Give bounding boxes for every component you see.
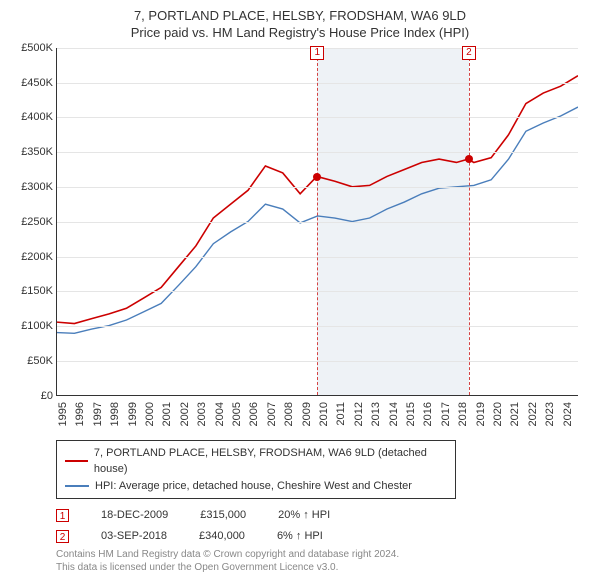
x-tick-label: 1997 [92,402,104,432]
x-tick-label: 2014 [388,402,400,432]
x-tick-label: 2012 [353,402,365,432]
x-tick-label: 2021 [509,402,521,432]
sale-vline [317,48,318,395]
legend-item-property: 7, PORTLAND PLACE, HELSBY, FRODSHAM, WA6… [65,445,447,478]
x-tick-label: 2017 [440,402,452,432]
event-date: 03-SEP-2018 [101,526,167,547]
x-tick-label: 2023 [544,402,556,432]
chart-container: 7, PORTLAND PLACE, HELSBY, FRODSHAM, WA6… [0,0,600,578]
y-tick-label: £400K [11,111,53,123]
event-date: 18-DEC-2009 [101,505,168,526]
event-delta: 6% ↑ HPI [277,526,323,547]
x-tick-label: 2013 [370,402,382,432]
legend-item-hpi: HPI: Average price, detached house, Ches… [65,478,447,495]
footer-line: This data is licensed under the Open Gov… [56,562,588,575]
sale-marker: 2 [462,46,476,60]
x-tick-label: 1998 [109,402,121,432]
event-row: 1 18-DEC-2009 £315,000 20% ↑ HPI [56,505,588,526]
legend-label: HPI: Average price, detached house, Ches… [95,478,412,495]
x-tick-label: 2004 [214,402,226,432]
event-price: £315,000 [200,505,246,526]
sale-vline [469,48,470,395]
y-tick-label: £200K [11,251,53,263]
event-marker: 1 [56,509,69,522]
x-tick-label: 2002 [179,402,191,432]
y-tick-label: £50K [11,355,53,367]
x-tick-label: 2015 [405,402,417,432]
title-block: 7, PORTLAND PLACE, HELSBY, FRODSHAM, WA6… [12,8,588,42]
plot-area: £0£50K£100K£150K£200K£250K£300K£350K£400… [56,48,578,396]
legend-label: 7, PORTLAND PLACE, HELSBY, FRODSHAM, WA6… [94,445,447,478]
attribution: Contains HM Land Registry data © Crown c… [56,549,588,574]
sale-events: 1 18-DEC-2009 £315,000 20% ↑ HPI 2 03-SE… [56,505,588,547]
event-row: 2 03-SEP-2018 £340,000 6% ↑ HPI [56,526,588,547]
event-price: £340,000 [199,526,245,547]
y-tick-label: £450K [11,77,53,89]
y-tick-label: £150K [11,285,53,297]
y-tick-label: £250K [11,216,53,228]
sale-marker: 1 [310,46,324,60]
x-tick-label: 2016 [422,402,434,432]
x-tick-label: 2000 [144,402,156,432]
title-subtitle: Price paid vs. HM Land Registry's House … [12,25,588,42]
y-tick-label: £100K [11,320,53,332]
x-tick-label: 2018 [457,402,469,432]
x-tick-label: 2020 [492,402,504,432]
x-tick-label: 2022 [527,402,539,432]
x-tick-label: 2024 [562,402,574,432]
x-tick-label: 2019 [475,402,487,432]
event-marker: 2 [56,530,69,543]
y-tick-label: £300K [11,181,53,193]
event-delta: 20% ↑ HPI [278,505,330,526]
x-tick-label: 2003 [196,402,208,432]
x-tick-label: 2009 [301,402,313,432]
x-tick-label: 1995 [57,402,69,432]
x-tick-label: 2006 [248,402,260,432]
legend-swatch [65,485,89,487]
title-address: 7, PORTLAND PLACE, HELSBY, FRODSHAM, WA6… [12,8,588,25]
sale-point [313,173,321,181]
y-tick-label: £500K [11,42,53,54]
x-tick-label: 2005 [231,402,243,432]
x-tick-label: 2008 [283,402,295,432]
y-tick-label: £0 [11,390,53,402]
x-tick-label: 1996 [74,402,86,432]
sale-point [465,155,473,163]
legend-swatch [65,460,88,462]
legend: 7, PORTLAND PLACE, HELSBY, FRODSHAM, WA6… [56,440,456,500]
x-tick-label: 1999 [127,402,139,432]
x-tick-label: 2011 [335,402,347,432]
x-tick-label: 2007 [266,402,278,432]
y-tick-label: £350K [11,146,53,158]
x-tick-label: 2010 [318,402,330,432]
x-tick-label: 2001 [161,402,173,432]
